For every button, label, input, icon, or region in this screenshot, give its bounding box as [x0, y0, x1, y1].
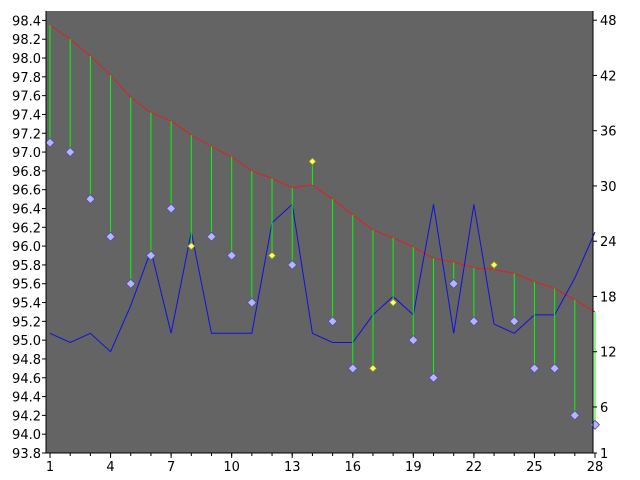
marker-6	[145, 250, 156, 261]
marker-9	[206, 231, 217, 242]
marker-5	[125, 278, 136, 289]
x-tick-label-28: 28	[587, 460, 604, 475]
left-tick-label-94.4: 94.4	[12, 391, 41, 406]
marker-2	[65, 146, 76, 158]
left-tick-label-98.4: 98.4	[12, 14, 41, 29]
left-tick-label-97.4: 97.4	[12, 108, 41, 123]
left-tick-label-96.6: 96.6	[12, 184, 41, 199]
x-tick-label-16: 16	[345, 460, 362, 475]
marker-26	[549, 363, 560, 374]
left-tick-label-94.8: 94.8	[12, 353, 41, 368]
right-axis-line-group	[49, 203, 596, 353]
marker-21	[448, 278, 459, 289]
right-tick-label-48: 48	[600, 14, 617, 29]
right-tick-label-30: 30	[600, 180, 617, 195]
marker-24	[509, 316, 520, 327]
left-tick-label-96.8: 96.8	[12, 165, 41, 180]
right-tick-label-6: 6	[600, 401, 608, 416]
left-tick-label-97.6: 97.6	[12, 90, 41, 105]
x-tick-label-1: 1	[46, 460, 54, 475]
left-tick-label-95.2: 95.2	[12, 315, 41, 330]
marker-13	[287, 259, 298, 270]
marker-19	[408, 335, 419, 346]
marker-4	[105, 231, 116, 242]
x-tick-label-7: 7	[167, 460, 175, 475]
right-tick-label-12: 12	[600, 346, 617, 361]
marker-10	[226, 250, 237, 261]
left-tick-label-96.0: 96.0	[12, 240, 41, 255]
left-tick-label-96.4: 96.4	[12, 202, 41, 217]
right-tick-label-36: 36	[600, 125, 617, 140]
upper-line-group	[49, 24, 596, 313]
x-tick-label-25: 25	[526, 460, 543, 475]
x-tick-label-4: 4	[106, 460, 114, 475]
marker-8	[187, 242, 196, 251]
marker-17	[368, 364, 378, 373]
left-tick-label-97.0: 97.0	[12, 146, 41, 161]
left-tick-label-95.0: 95.0	[12, 334, 41, 349]
marker-11	[246, 297, 257, 308]
right-tick-label-18: 18	[600, 290, 617, 305]
x-tick-label-10: 10	[223, 460, 240, 475]
right-axis-series-line	[49, 203, 596, 353]
x-tick-label-19: 19	[405, 460, 422, 475]
plot-area	[46, 11, 593, 453]
marker-20	[428, 372, 439, 383]
left-tick-label-94.6: 94.6	[12, 372, 41, 387]
left-tick-label-93.8: 93.8	[12, 447, 41, 462]
marker-18	[389, 298, 398, 307]
right-tick-label-1: 1	[600, 447, 608, 462]
markers-group	[44, 137, 601, 430]
axes-group: 93.8 94.0 94.2 94.4 94.6 94.8 95.0 95.2 95.4 95.6…	[12, 11, 617, 475]
left-tick-label-96.2: 96.2	[12, 221, 41, 236]
left-tick-label-95.4: 95.4	[12, 297, 41, 312]
marker-27	[569, 410, 580, 421]
marker-15	[327, 316, 338, 327]
marker-14	[308, 157, 317, 166]
x-tick-label-13: 13	[284, 460, 301, 475]
right-tick-label-24: 24	[600, 235, 617, 250]
left-tick-label-94.0: 94.0	[12, 428, 41, 443]
marker-16	[347, 363, 358, 374]
marker-1	[44, 137, 56, 148]
left-tick-label-97.8: 97.8	[12, 71, 41, 86]
marker-7	[166, 203, 177, 214]
left-tick-label-95.8: 95.8	[12, 259, 41, 274]
right-tick-label-42: 42	[600, 69, 617, 84]
left-tick-label-94.2: 94.2	[12, 409, 41, 424]
upper-series-line	[49, 24, 596, 313]
left-tick-label-98.0: 98.0	[12, 52, 41, 67]
left-tick-label-98.2: 98.2	[12, 33, 41, 48]
marker-3	[85, 194, 96, 205]
marker-23	[490, 260, 499, 269]
marker-12	[267, 251, 277, 260]
left-tick-label-95.6: 95.6	[12, 278, 41, 293]
x-tick-label-22: 22	[466, 460, 483, 475]
marker-22	[468, 316, 479, 327]
left-tick-label-97.2: 97.2	[12, 127, 41, 142]
marker-25	[529, 363, 540, 374]
